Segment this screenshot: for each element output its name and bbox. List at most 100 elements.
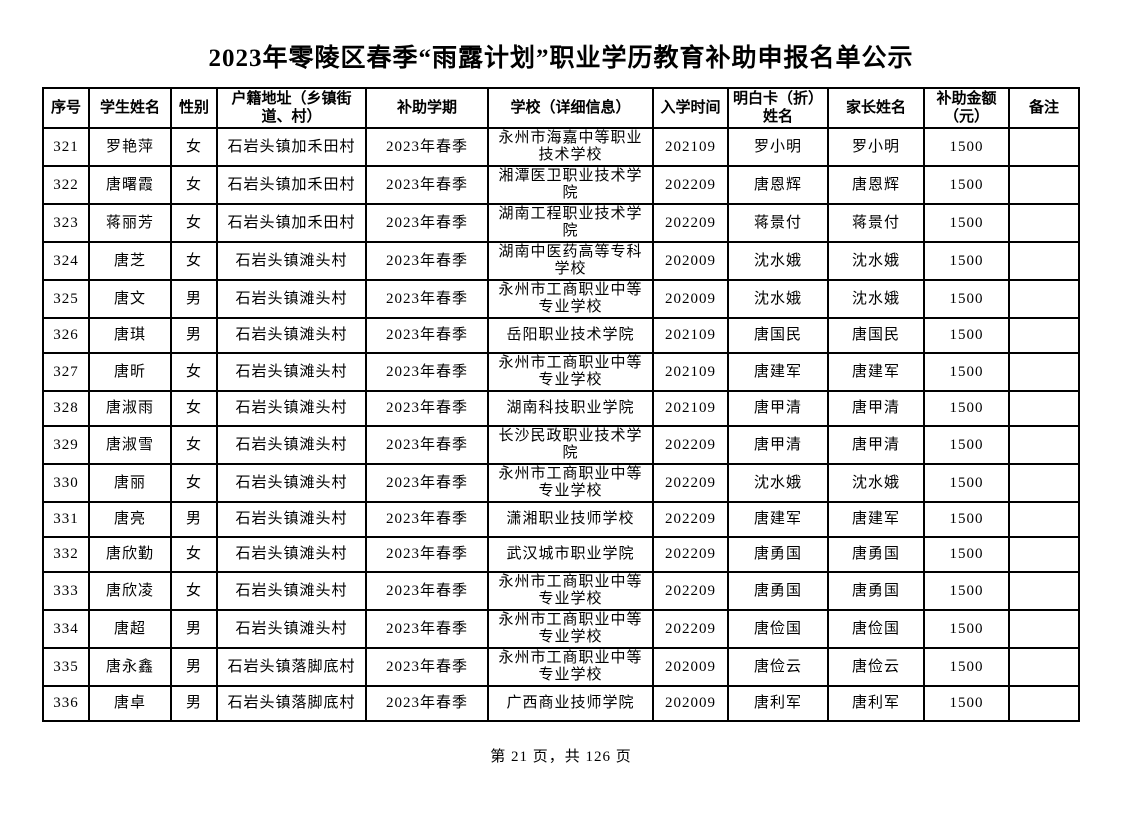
table-cell: 女: [170, 463, 218, 503]
table-row: 323 蒋丽芳女石岩头镇加禾田村 2023年春季 湖南工程职业技术学院 202209 蒋景…: [42, 203, 1080, 243]
table-cell: 324: [42, 241, 90, 281]
table-cell: 永州市海嘉中等职业技术学校: [487, 127, 654, 167]
table-cell: 罗小明: [727, 127, 829, 167]
table-cell: 334: [42, 609, 90, 649]
table-cell: 唐芝: [88, 241, 172, 281]
roster-table: 序号 学生姓名 性别 户籍地址（乡镇街道、村） 补助学期 学校（详细信息） 入学时间 明白卡（…: [42, 87, 1080, 722]
table-row: 322 唐曙霞女石岩头镇加禾田村 2023年春季 湘潭医卫职业技术学院 202209 唐恩…: [42, 165, 1080, 205]
table-cell: 1500: [923, 352, 1010, 392]
table-cell: [1008, 203, 1080, 243]
table-cell: 327: [42, 352, 90, 392]
table-cell: 唐俭云: [827, 647, 925, 687]
table-cell: 唐建军: [727, 352, 829, 392]
table-cell: 沈水娥: [827, 463, 925, 503]
table-cell: 2023年春季: [365, 536, 489, 573]
table-cell: 唐文: [88, 279, 172, 319]
table-cell: 202009: [652, 685, 729, 722]
table-cell: 石岩头镇落脚底村: [216, 685, 367, 722]
table-cell: 女: [170, 352, 218, 392]
table-cell: 唐恩辉: [827, 165, 925, 205]
table-cell: 唐欣凌: [88, 571, 172, 611]
table-cell: 沈水娥: [827, 241, 925, 281]
table-cell: 广西商业技师学院: [487, 685, 654, 722]
table-cell: 唐卓: [88, 685, 172, 722]
table-cell: 333: [42, 571, 90, 611]
table-row: 327 唐昕女石岩头镇滩头村 2023年春季 永州市工商职业中等专业学校 202109 唐…: [42, 352, 1080, 392]
table-cell: 1500: [923, 165, 1010, 205]
table-cell: 石岩头镇加禾田村: [216, 203, 367, 243]
table-cell: 唐勇国: [827, 536, 925, 573]
header-cell: 补助金额（元）: [923, 87, 1010, 129]
header-cell: 入学时间: [652, 87, 729, 129]
table-cell: 1500: [923, 390, 1010, 427]
table-cell: 1500: [923, 536, 1010, 573]
table-cell: 2023年春季: [365, 425, 489, 465]
table-cell: [1008, 241, 1080, 281]
table-cell: 石岩头镇滩头村: [216, 609, 367, 649]
header-cell: 补助学期: [365, 87, 489, 129]
table-row: 332 唐欣勤女石岩头镇滩头村 2023年春季 武汉城市职业学院 202209 唐勇国 唐勇…: [42, 536, 1080, 573]
table-cell: 沈水娥: [827, 279, 925, 319]
table-cell: 唐利军: [827, 685, 925, 722]
table-cell: 2023年春季: [365, 241, 489, 281]
table-cell: 1500: [923, 647, 1010, 687]
table-cell: 唐勇国: [727, 536, 829, 573]
table-cell: 唐超: [88, 609, 172, 649]
table-cell: 1500: [923, 425, 1010, 465]
table-cell: 罗小明: [827, 127, 925, 167]
table-cell: 2023年春季: [365, 165, 489, 205]
header-cell: 序号: [42, 87, 90, 129]
table-row: 330 唐丽女石岩头镇滩头村 2023年春季 永州市工商职业中等专业学校 202209 沈…: [42, 463, 1080, 503]
page-number-footer: 第 21 页，共 126 页: [490, 749, 632, 765]
table-cell: 石岩头镇加禾田村: [216, 165, 367, 205]
table-cell: 1500: [923, 609, 1010, 649]
table-cell: 石岩头镇滩头村: [216, 501, 367, 538]
table-cell: 321: [42, 127, 90, 167]
table-cell: 330: [42, 463, 90, 503]
table-cell: 1500: [923, 203, 1010, 243]
table-cell: 2023年春季: [365, 501, 489, 538]
table-cell: 女: [170, 390, 218, 427]
table-cell: 蒋景付: [727, 203, 829, 243]
table-cell: 唐甲清: [827, 425, 925, 465]
table-cell: 2023年春季: [365, 647, 489, 687]
table-cell: 唐丽: [88, 463, 172, 503]
table-cell: 202009: [652, 647, 729, 687]
table-cell: 202109: [652, 390, 729, 427]
table-cell: 男: [170, 317, 218, 354]
table-cell: 唐曙霞: [88, 165, 172, 205]
table-cell: 202209: [652, 463, 729, 503]
table-cell: 唐俭云: [727, 647, 829, 687]
header-cell: 学校（详细信息）: [487, 87, 654, 129]
table-cell: 石岩头镇加禾田村: [216, 127, 367, 167]
table-cell: 女: [170, 203, 218, 243]
table-cell: 唐建军: [727, 501, 829, 538]
table-cell: 蒋丽芳: [88, 203, 172, 243]
table-row: 336 唐卓男石岩头镇落脚底村 2023年春季 广西商业技师学院 202009 唐利军 唐利…: [42, 685, 1080, 722]
table-cell: 1500: [923, 463, 1010, 503]
page-title: 2023年零陵区春季“雨露计划”职业学历教育补助申报名单公示: [208, 45, 914, 72]
table-cell: 202209: [652, 536, 729, 573]
table-cell: 男: [170, 501, 218, 538]
table-row: 324 唐芝女石岩头镇滩头村 2023年春季 湖南中医药高等专科学校 202009 沈水娥…: [42, 241, 1080, 281]
table-cell: 湖南中医药高等专科学校: [487, 241, 654, 281]
table-cell: 湘潭医卫职业技术学院: [487, 165, 654, 205]
header-cell: 户籍地址（乡镇街道、村）: [216, 87, 367, 129]
table-cell: 1500: [923, 317, 1010, 354]
table-cell: [1008, 685, 1080, 722]
table-cell: 石岩头镇滩头村: [216, 317, 367, 354]
table-cell: 永州市工商职业中等专业学校: [487, 609, 654, 649]
table-cell: 湖南科技职业学院: [487, 390, 654, 427]
table-cell: 331: [42, 501, 90, 538]
table-cell: 石岩头镇滩头村: [216, 390, 367, 427]
table-cell: 武汉城市职业学院: [487, 536, 654, 573]
table-cell: 长沙民政职业技术学院: [487, 425, 654, 465]
header-cell: 备注: [1008, 87, 1080, 129]
table-cell: 323: [42, 203, 90, 243]
table-cell: 唐建军: [827, 501, 925, 538]
table-cell: 2023年春季: [365, 463, 489, 503]
table-cell: 202209: [652, 609, 729, 649]
table-row: 326 唐琪男石岩头镇滩头村 2023年春季 岳阳职业技术学院 202109 唐国民 唐国民…: [42, 317, 1080, 354]
table-cell: 沈水娥: [727, 463, 829, 503]
table-cell: 202009: [652, 241, 729, 281]
